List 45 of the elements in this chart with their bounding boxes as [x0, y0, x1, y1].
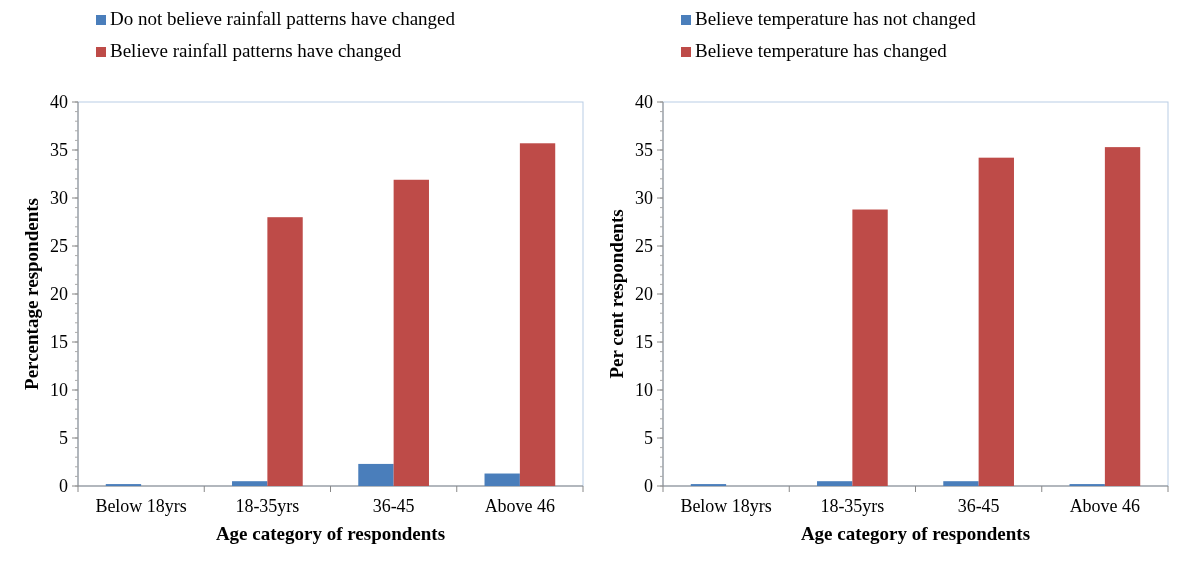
legend-label: Believe temperature has not changed — [695, 8, 977, 29]
y-tick-label: 25 — [635, 236, 653, 257]
x-tick-label: 36-45 — [957, 496, 1000, 516]
x-tick-label: 18-35yrs — [820, 496, 885, 516]
y-axis-title: Percentage respondents — [21, 198, 42, 390]
bar — [393, 179, 429, 486]
bar — [519, 143, 556, 486]
x-tick-label: Below 18yrs — [680, 496, 772, 516]
bar — [852, 209, 888, 486]
y-tick-label: 0 — [644, 476, 653, 497]
x-tick-label: Above 46 — [484, 496, 556, 516]
y-tick-label: 40 — [50, 92, 68, 113]
bar — [267, 217, 303, 486]
y-tick-label: 25 — [50, 236, 68, 257]
bar — [943, 481, 979, 486]
x-tick-label: 36-45 — [372, 496, 415, 516]
y-tick-label: 10 — [635, 380, 653, 401]
y-tick-label: 5 — [644, 428, 653, 449]
y-tick-label: 0 — [59, 476, 68, 497]
bar — [978, 157, 1014, 486]
x-tick-label: Above 46 — [1069, 496, 1141, 516]
x-axis-title: Age category of respondents — [215, 523, 446, 544]
y-tick-label: 35 — [50, 140, 68, 161]
y-tick-label: 15 — [50, 332, 68, 353]
legend-label: Believe temperature has changed — [695, 40, 948, 61]
legend-label: Do not believe rainfall patterns have changed — [110, 8, 456, 29]
y-tick-label: 15 — [635, 332, 653, 353]
bar — [232, 481, 268, 486]
x-tick-label: 18-35yrs — [235, 496, 300, 516]
y-tick-label: 10 — [50, 380, 68, 401]
legend-label: Believe rainfall patterns have changed — [110, 40, 402, 61]
y-tick-label: 30 — [635, 188, 653, 209]
y-tick-label: 20 — [50, 284, 68, 305]
bar — [1104, 147, 1141, 486]
y-tick-label: 40 — [635, 92, 653, 113]
bar — [817, 481, 853, 486]
x-tick-label: Below 18yrs — [95, 496, 187, 516]
bar — [358, 463, 394, 486]
y-tick-label: 30 — [50, 188, 68, 209]
y-axis-title: Per cent respondents — [606, 209, 627, 379]
x-axis-title: Age category of respondents — [800, 523, 1031, 544]
y-tick-label: 20 — [635, 284, 653, 305]
bar — [484, 473, 520, 486]
y-tick-label: 35 — [635, 140, 653, 161]
y-tick-label: 5 — [59, 428, 68, 449]
